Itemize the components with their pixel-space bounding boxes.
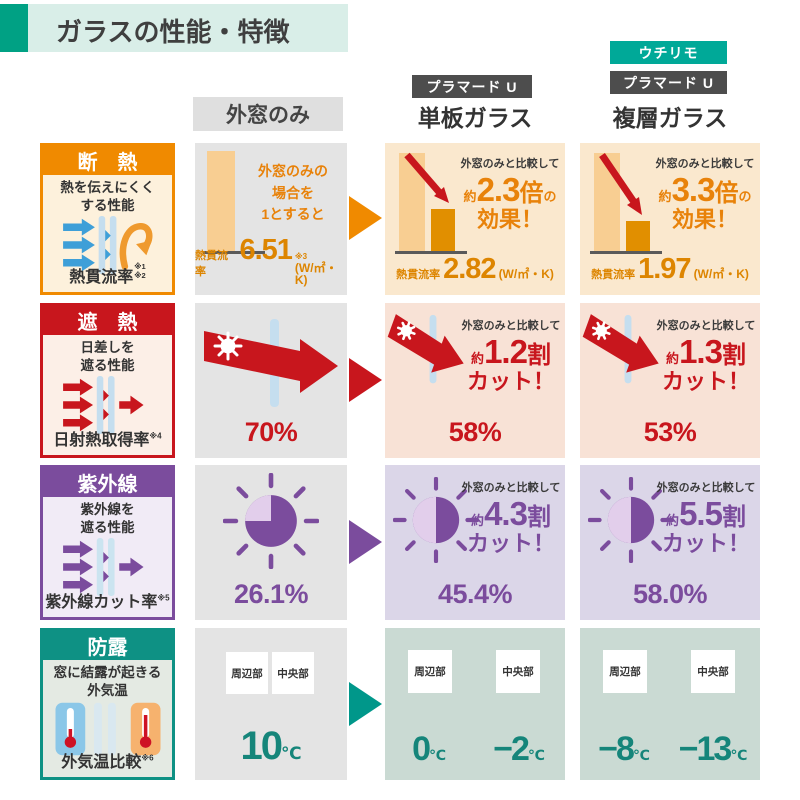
bar-improved bbox=[431, 209, 455, 251]
insulation-right-arrow-icon bbox=[349, 196, 382, 240]
condensation-row-title: 防露 bbox=[43, 631, 172, 660]
shading-right-arrow-icon bbox=[349, 358, 382, 402]
temp-value-center: −2℃ bbox=[493, 730, 545, 768]
zone-label-center: 中央部 bbox=[691, 650, 735, 693]
shading-double-glass-cell: 外窓のみと比較して 約1.3割 カット！ 53% bbox=[580, 303, 760, 458]
insulation-double-glass-cell: 外窓のみと比較して 約3.3倍の 効果！ 熱貫流率 1.97 (W/㎡・K) bbox=[580, 143, 760, 295]
insulation-outer-only-cell: 外窓のみの 場合を 1とすると 熱貫流率 6.51 ※3 (W/㎡・K) bbox=[195, 143, 347, 295]
bar-improved bbox=[626, 221, 650, 251]
uv-right-arrow-icon bbox=[349, 520, 382, 564]
insulation-desc: 熱を伝えにくく する性能 bbox=[60, 180, 155, 213]
title-background bbox=[28, 4, 348, 52]
thermometer-icon bbox=[55, 702, 160, 756]
shading-outer-only-cell: 70% bbox=[195, 303, 347, 458]
uv-label-box: 紫外線 紫外線を 遮る性能 紫外線カット率※5 bbox=[40, 465, 175, 620]
zone-label-edge: 周辺部 bbox=[408, 650, 452, 693]
uv-single-glass-cell: 外窓のみと比較して 約4.3割 カット！ 45.4% bbox=[385, 465, 565, 620]
page-title: ガラスの性能・特徴 bbox=[56, 17, 290, 47]
u-value-outer-only: 熱貫流率 6.51 ※3 (W/㎡・K) bbox=[195, 234, 338, 287]
zone-label-center: 中央部 bbox=[272, 652, 314, 694]
condensation-single-glass-cell: 周辺部 中央部 0℃ −2℃ bbox=[385, 628, 565, 780]
condensation-label-box: 防露 窓に結露が起きる 外気温 外気温比較※6 bbox=[40, 628, 175, 780]
bar-outer-only bbox=[207, 151, 235, 251]
shading-row-title: 遮 熱 bbox=[43, 306, 172, 335]
column-header-outer-window-only: 外窓のみ bbox=[193, 97, 343, 131]
sun-pie-icon bbox=[588, 477, 674, 563]
bar-baseline bbox=[203, 251, 265, 254]
column-header-double-glass: 複層ガラス bbox=[612, 105, 728, 131]
uv-row-title: 紫外線 bbox=[43, 468, 172, 497]
insulation-effect-block: 外窓のみと比較して 約3.3倍の 効果！ bbox=[655, 158, 755, 233]
zone-label-edge: 周辺部 bbox=[226, 652, 268, 694]
shading-effect-block: 外窓のみと比較して 約1.2割 カット！ bbox=[461, 320, 561, 395]
zone-label-edge: 周辺部 bbox=[603, 650, 647, 693]
down-arrow-icon bbox=[599, 153, 642, 215]
uv-value: 58.0% bbox=[632, 579, 708, 609]
insulation-label-box: 断 熱 熱を伝えにくく する性能 熱貫流率 ※1 ※2 bbox=[40, 143, 175, 295]
shading-value: 58% bbox=[448, 417, 502, 447]
temp-value: 10℃ bbox=[240, 724, 302, 768]
baseline-caption: 外窓のみの 場合を 1とすると bbox=[258, 163, 328, 223]
u-value-double-glass: 熱貫流率 1.97 (W/㎡・K) bbox=[591, 253, 749, 285]
uv-effect-block: 外窓のみと比較して 約4.3割 カット！ bbox=[461, 482, 561, 557]
temp-value-edge: −8℃ bbox=[598, 730, 650, 768]
shading-single-glass-cell: 外窓のみと比較して 約1.2割 カット！ 58% bbox=[385, 303, 565, 458]
uv-desc: 紫外線を 遮る性能 bbox=[80, 502, 135, 535]
insulation-row-title: 断 熱 bbox=[43, 146, 172, 175]
sun-pie-icon bbox=[393, 477, 479, 563]
insulation-effect-block: 外窓のみと比較して 約2.3倍の 効果！ bbox=[460, 158, 560, 233]
condensation-double-glass-cell: 周辺部 中央部 −8℃ −13℃ bbox=[580, 628, 760, 780]
uv-block-icon bbox=[62, 538, 144, 597]
condensation-desc: 窓に結露が起きる 外気温 bbox=[53, 665, 162, 698]
plamado-u-badge-col2: プラマード U bbox=[412, 75, 532, 98]
shading-desc: 日差しを 遮る性能 bbox=[80, 340, 135, 373]
column-header-single-glass: 単板ガラス bbox=[417, 105, 533, 131]
shading-effect-block: 外窓のみと比較して 約1.3割 カット！ bbox=[656, 320, 756, 395]
insulation-single-glass-cell: 外窓のみと比較して 約2.3倍の 効果！ 熱貫流率 2.82 (W/㎡・K) bbox=[385, 143, 565, 295]
zone-label-center: 中央部 bbox=[496, 650, 540, 693]
title-accent-square bbox=[0, 4, 28, 52]
condensation-metric: 外気温比較※6 bbox=[61, 753, 154, 771]
bar-baseline bbox=[590, 251, 662, 254]
uv-outer-only-cell: 26.1% bbox=[195, 465, 347, 620]
down-arrow-icon bbox=[404, 152, 449, 203]
sun-arrow-icon bbox=[204, 319, 338, 407]
uv-effect-block: 外窓のみと比較して 約5.5割 カット！ bbox=[656, 482, 756, 557]
uv-value: 26.1% bbox=[233, 579, 309, 609]
shading-metric: 日射熱取得率※4 bbox=[53, 431, 162, 449]
uv-metric: 紫外線カット率※5 bbox=[45, 593, 170, 611]
temp-value-edge: 0℃ bbox=[412, 730, 446, 768]
sun-pie-icon bbox=[223, 473, 319, 569]
bar-baseline bbox=[395, 251, 467, 254]
u-value-single-glass: 熱貫流率 2.82 (W/㎡・K) bbox=[396, 253, 554, 285]
temp-value-center: −13℃ bbox=[678, 730, 748, 768]
uv-double-glass-cell: 外窓のみと比較して 約5.5割 カット！ 58.0% bbox=[580, 465, 760, 620]
insulation-metric: 熱貫流率 ※1 ※2 bbox=[69, 262, 146, 286]
shading-value: 53% bbox=[643, 417, 697, 447]
uchirimo-badge: ウチリモ bbox=[610, 41, 727, 64]
uv-value: 45.4% bbox=[437, 579, 513, 609]
sun-arrow-icon bbox=[582, 314, 659, 384]
condensation-outer-only-cell: 周辺部 中央部 10℃ bbox=[195, 628, 347, 780]
plamado-u-badge-col3: プラマード U bbox=[610, 71, 727, 94]
sun-arrow-icon bbox=[387, 314, 464, 384]
condensation-right-arrow-icon bbox=[349, 682, 382, 726]
sun-block-icon bbox=[62, 376, 144, 435]
heat-insulation-icon bbox=[62, 216, 152, 275]
shading-value: 70% bbox=[244, 417, 298, 447]
shading-label-box: 遮 熱 日差しを 遮る性能 日射熱取得率※4 bbox=[40, 303, 175, 458]
